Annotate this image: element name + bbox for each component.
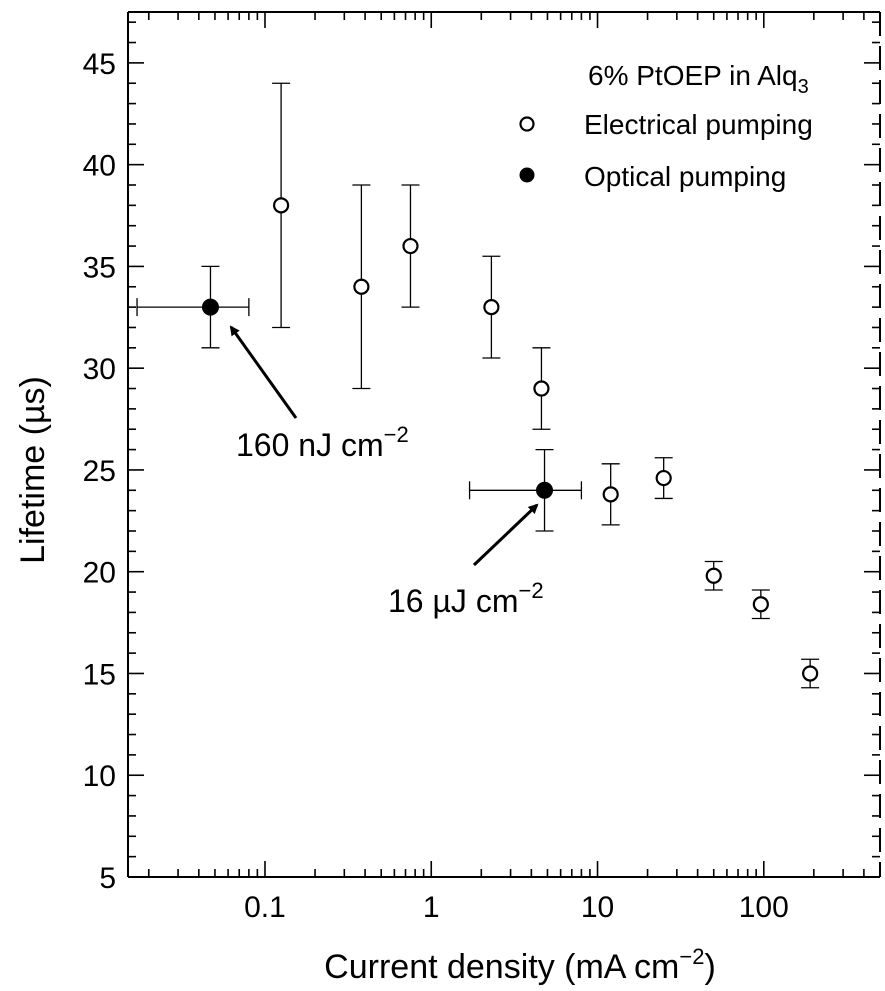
y-tick-label: 35 bbox=[83, 251, 116, 284]
x-tick-label: 0.1 bbox=[244, 891, 286, 924]
electrical-pumping-point bbox=[752, 596, 769, 613]
electrical-pumping-point bbox=[802, 665, 819, 682]
x-axis-title-text: Current density (mA cm bbox=[324, 948, 679, 986]
optical-pumping-point bbox=[536, 481, 554, 499]
y-tick-label: 20 bbox=[83, 557, 116, 590]
data-marks bbox=[136, 82, 820, 689]
y-axis-ticks: 5 10 15 20 25 30 35 40 45 bbox=[83, 21, 880, 895]
annotation-16uj-sup: −2 bbox=[518, 578, 543, 603]
y-tick-label: 25 bbox=[83, 455, 116, 488]
annotation-160nj-sup: −2 bbox=[384, 422, 409, 447]
annotation-160nj: 160 nJ cm−2 bbox=[229, 325, 409, 463]
plot-axes bbox=[127, 11, 881, 878]
electrical-pumping-point bbox=[655, 469, 672, 487]
legend-title-text: 6% PtOEP in Alq bbox=[588, 60, 798, 91]
annotation-16uj-text: 16 µJ cm bbox=[388, 583, 518, 619]
electrical-pumping-point bbox=[705, 567, 722, 584]
x-axis-title-sup: −2 bbox=[679, 944, 704, 969]
annotation-16uj-label: 16 µJ cm−2 bbox=[388, 578, 544, 619]
electrical-pumping-point bbox=[602, 486, 619, 503]
electrical-pumping-point bbox=[483, 299, 500, 316]
annotation-160nj-label: 160 nJ cm−2 bbox=[236, 422, 409, 463]
x-axis-title-tail: ) bbox=[704, 948, 715, 986]
y-tick-label: 40 bbox=[83, 150, 116, 183]
y-tick-label: 45 bbox=[83, 48, 116, 81]
y-axis-title: Lifetime (µs) bbox=[14, 376, 52, 564]
annotation-160nj-text: 160 nJ cm bbox=[236, 427, 384, 463]
legend-open-circle-marker bbox=[519, 116, 535, 132]
x-tick-label: 10 bbox=[581, 891, 614, 924]
legend-title-sub: 3 bbox=[798, 76, 809, 98]
legend-series-1-label: Electrical pumping bbox=[584, 109, 813, 140]
electrical-pumping-point bbox=[402, 237, 419, 255]
optical-pumping-point bbox=[201, 298, 219, 316]
annotation-16uj-arrow bbox=[472, 503, 539, 567]
electrical-pumping-point bbox=[273, 197, 290, 214]
x-axis-title: Current density (mA cm−2) bbox=[324, 944, 716, 986]
x-tick-label: 1 bbox=[423, 891, 440, 924]
electrical-pumping-point bbox=[533, 380, 550, 397]
legend-filled-circle-marker bbox=[519, 167, 535, 183]
legend: 6% PtOEP in Alq3 Electrical pumping Opti… bbox=[519, 60, 813, 192]
x-tick-label: 100 bbox=[739, 891, 789, 924]
legend-title: 6% PtOEP in Alq3 bbox=[588, 60, 809, 98]
y-tick-label: 5 bbox=[99, 862, 116, 895]
x-axis-ticks: 0.1 1 10 100 bbox=[147, 12, 881, 924]
y-tick-label: 30 bbox=[83, 353, 116, 386]
y-tick-label: 10 bbox=[83, 760, 116, 793]
y-tick-label: 15 bbox=[83, 658, 116, 691]
electrical-pumping-point bbox=[353, 278, 370, 295]
legend-series-2-label: Optical pumping bbox=[584, 161, 786, 192]
annotation-16uj: 16 µJ cm−2 bbox=[388, 503, 544, 619]
annotation-160nj-arrow bbox=[229, 325, 298, 419]
